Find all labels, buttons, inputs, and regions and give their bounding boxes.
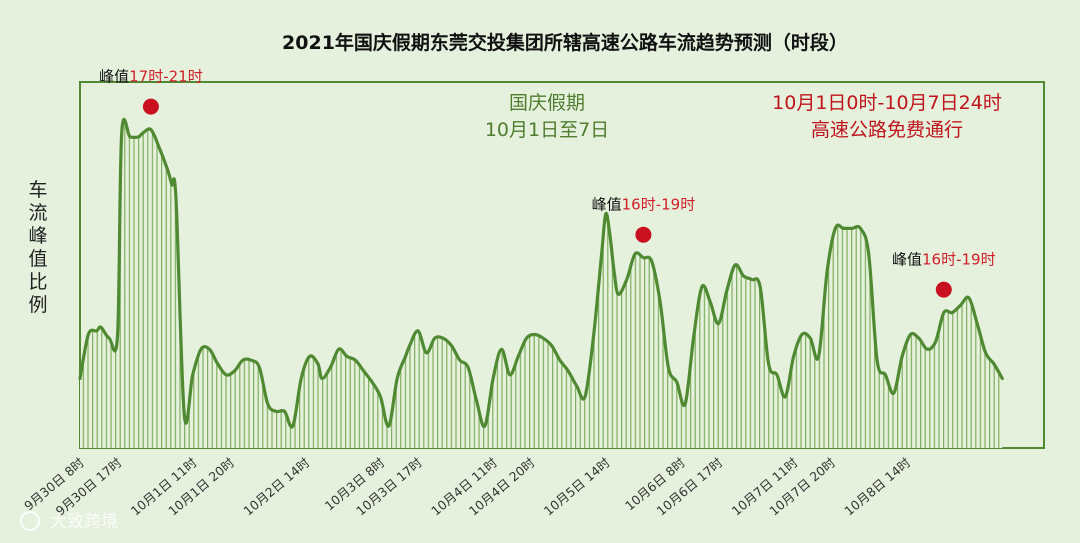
watermark-logo-icon bbox=[20, 511, 40, 531]
x-tick-label: 10月7日 20时 bbox=[766, 454, 838, 518]
free-toll-note-line2: 高速公路免费通行 bbox=[811, 119, 963, 141]
peak-label-time: 16时-19时 bbox=[922, 251, 996, 269]
x-tick-label: 10月2日 14时 bbox=[240, 454, 312, 518]
peak-marker bbox=[635, 226, 652, 243]
watermark: 大致跨境 bbox=[20, 511, 118, 532]
series-line bbox=[78, 117, 1004, 429]
area-fill bbox=[80, 119, 1003, 449]
peak-label-time: 16时-19时 bbox=[622, 196, 696, 214]
holiday-note-line2: 10月1日至7日 bbox=[485, 119, 609, 141]
peak-label-time: 17时-21时 bbox=[129, 68, 203, 86]
peak-label: 峰值16时-19时 bbox=[592, 196, 696, 214]
y-axis-label-char: 比 bbox=[28, 271, 47, 293]
x-tick-label: 10月1日 20时 bbox=[165, 454, 237, 518]
y-axis-label-char: 值 bbox=[28, 248, 47, 270]
x-tick-label: 10月3日 17时 bbox=[353, 454, 425, 518]
x-tick-label: 10月5日 14时 bbox=[541, 454, 613, 518]
x-tick-label: 10月4日 20时 bbox=[466, 454, 538, 518]
holiday-note-line1: 国庆假期 bbox=[509, 92, 585, 114]
x-tick-label: 10月8日 14时 bbox=[841, 454, 913, 518]
peak-label-prefix: 峰值 bbox=[892, 251, 922, 269]
peak-label: 峰值17时-21时 bbox=[99, 68, 203, 86]
y-axis-label-char: 车 bbox=[28, 179, 47, 201]
free-toll-note-line1: 10月1日0时-10月7日24时 bbox=[772, 92, 1002, 114]
watermark-text: 大致跨境 bbox=[50, 512, 118, 532]
y-axis-label-char: 例 bbox=[28, 294, 47, 316]
peak-label-prefix: 峰值 bbox=[99, 68, 129, 86]
x-tick-label: 10月6日 17时 bbox=[654, 454, 726, 518]
peak-label-prefix: 峰值 bbox=[592, 196, 622, 214]
y-axis-label-char: 峰 bbox=[28, 225, 47, 247]
peak-label: 峰值16时-19时 bbox=[892, 251, 996, 269]
peak-marker bbox=[142, 98, 159, 115]
x-tick-label: 9月30日 17时 bbox=[53, 454, 125, 518]
chart-title: 2021年国庆假期东莞交投集团所辖高速公路车流趋势预测（时段） bbox=[282, 31, 848, 54]
y-axis-label-char: 流 bbox=[28, 202, 47, 224]
peak-marker bbox=[935, 281, 952, 298]
